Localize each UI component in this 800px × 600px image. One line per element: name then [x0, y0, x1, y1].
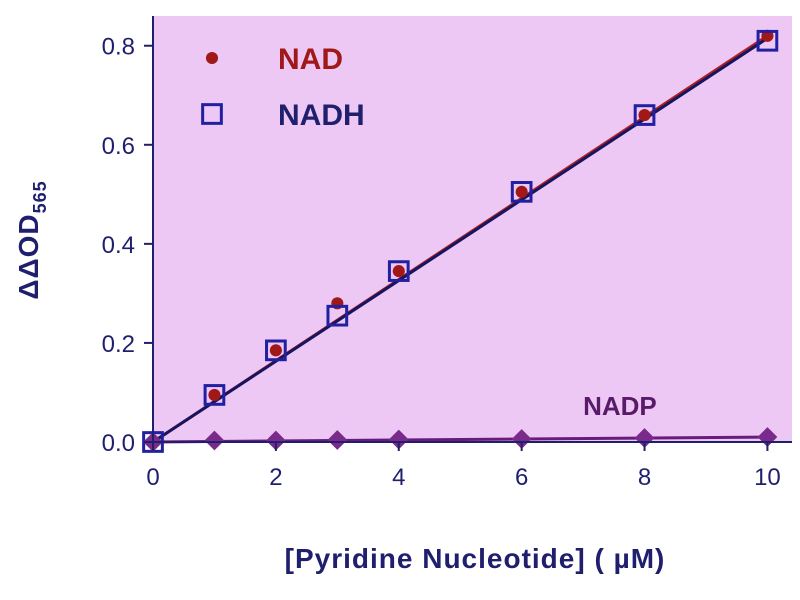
x-tick-label: 10: [754, 464, 781, 491]
data-point-nad: [208, 388, 221, 401]
data-point-nad: [269, 344, 282, 357]
x-tick-label: 6: [515, 464, 528, 491]
x-tick-label: 4: [392, 464, 405, 491]
data-point-nadh: [265, 339, 287, 362]
data-point-nadh: [387, 260, 410, 282]
data-point-nadp: [511, 429, 532, 449]
data-point-nadp: [327, 430, 348, 450]
annotations: NADP: [583, 391, 657, 421]
y-tick-label: 0.4: [102, 232, 135, 259]
y-tick-label: 0.6: [102, 133, 135, 160]
data-point-nadh: [633, 104, 656, 126]
legend-label-nadh: NADH: [278, 99, 365, 132]
x-tick-label: 2: [269, 464, 282, 491]
data-point-nadp: [265, 430, 286, 451]
tick-labels: 0.0 0.2 0.4 0.6 0.8 0 2 4 6 8 10: [102, 34, 781, 491]
data-point-nadh: [510, 180, 533, 203]
data-point-nadp: [204, 430, 225, 451]
data-point-nadh: [756, 29, 779, 52]
annotation-nadp: NADP: [583, 391, 657, 421]
y-tick-label: 0.2: [102, 331, 135, 358]
x-tick-label: 8: [638, 464, 651, 491]
legend-marker-nad: [205, 51, 219, 65]
y-axis-title-main: ΔΔOD: [13, 213, 44, 299]
y-tick-label: 0.8: [102, 34, 135, 61]
data-point-nadh: [203, 384, 226, 406]
y-tick-label: 0.0: [102, 430, 135, 457]
x-axis-title: [Pyridine Nucleotide] ( µM): [285, 543, 666, 574]
y-axis-title-subscript: 565: [30, 180, 50, 213]
data-point-nad: [638, 109, 651, 122]
legend: NAD NADH: [201, 43, 365, 132]
data-point-nadh: [326, 304, 349, 327]
fit-line-nadh: [152, 37, 769, 444]
axes: [144, 16, 792, 451]
data-point-nadp: [388, 429, 409, 450]
data-point-nad: [392, 265, 405, 278]
x-tick-label: 0: [146, 464, 159, 491]
y-axis-title: ΔΔOD565: [13, 180, 50, 299]
legend-label-nad: NAD: [278, 43, 343, 76]
legend-marker-nadh: [201, 103, 223, 125]
data-point-nad: [515, 185, 528, 198]
